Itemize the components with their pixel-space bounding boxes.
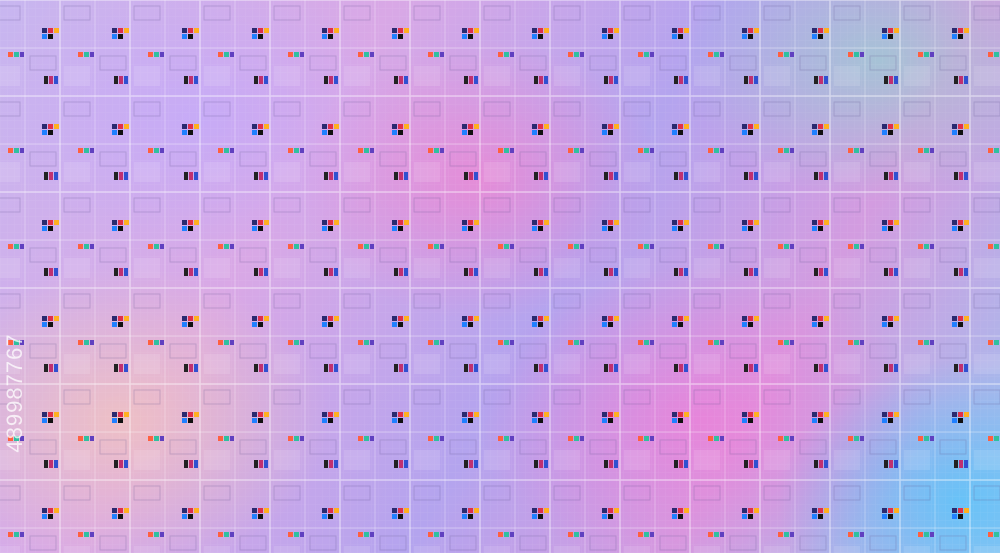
watermark: 489987767 [2, 333, 27, 453]
